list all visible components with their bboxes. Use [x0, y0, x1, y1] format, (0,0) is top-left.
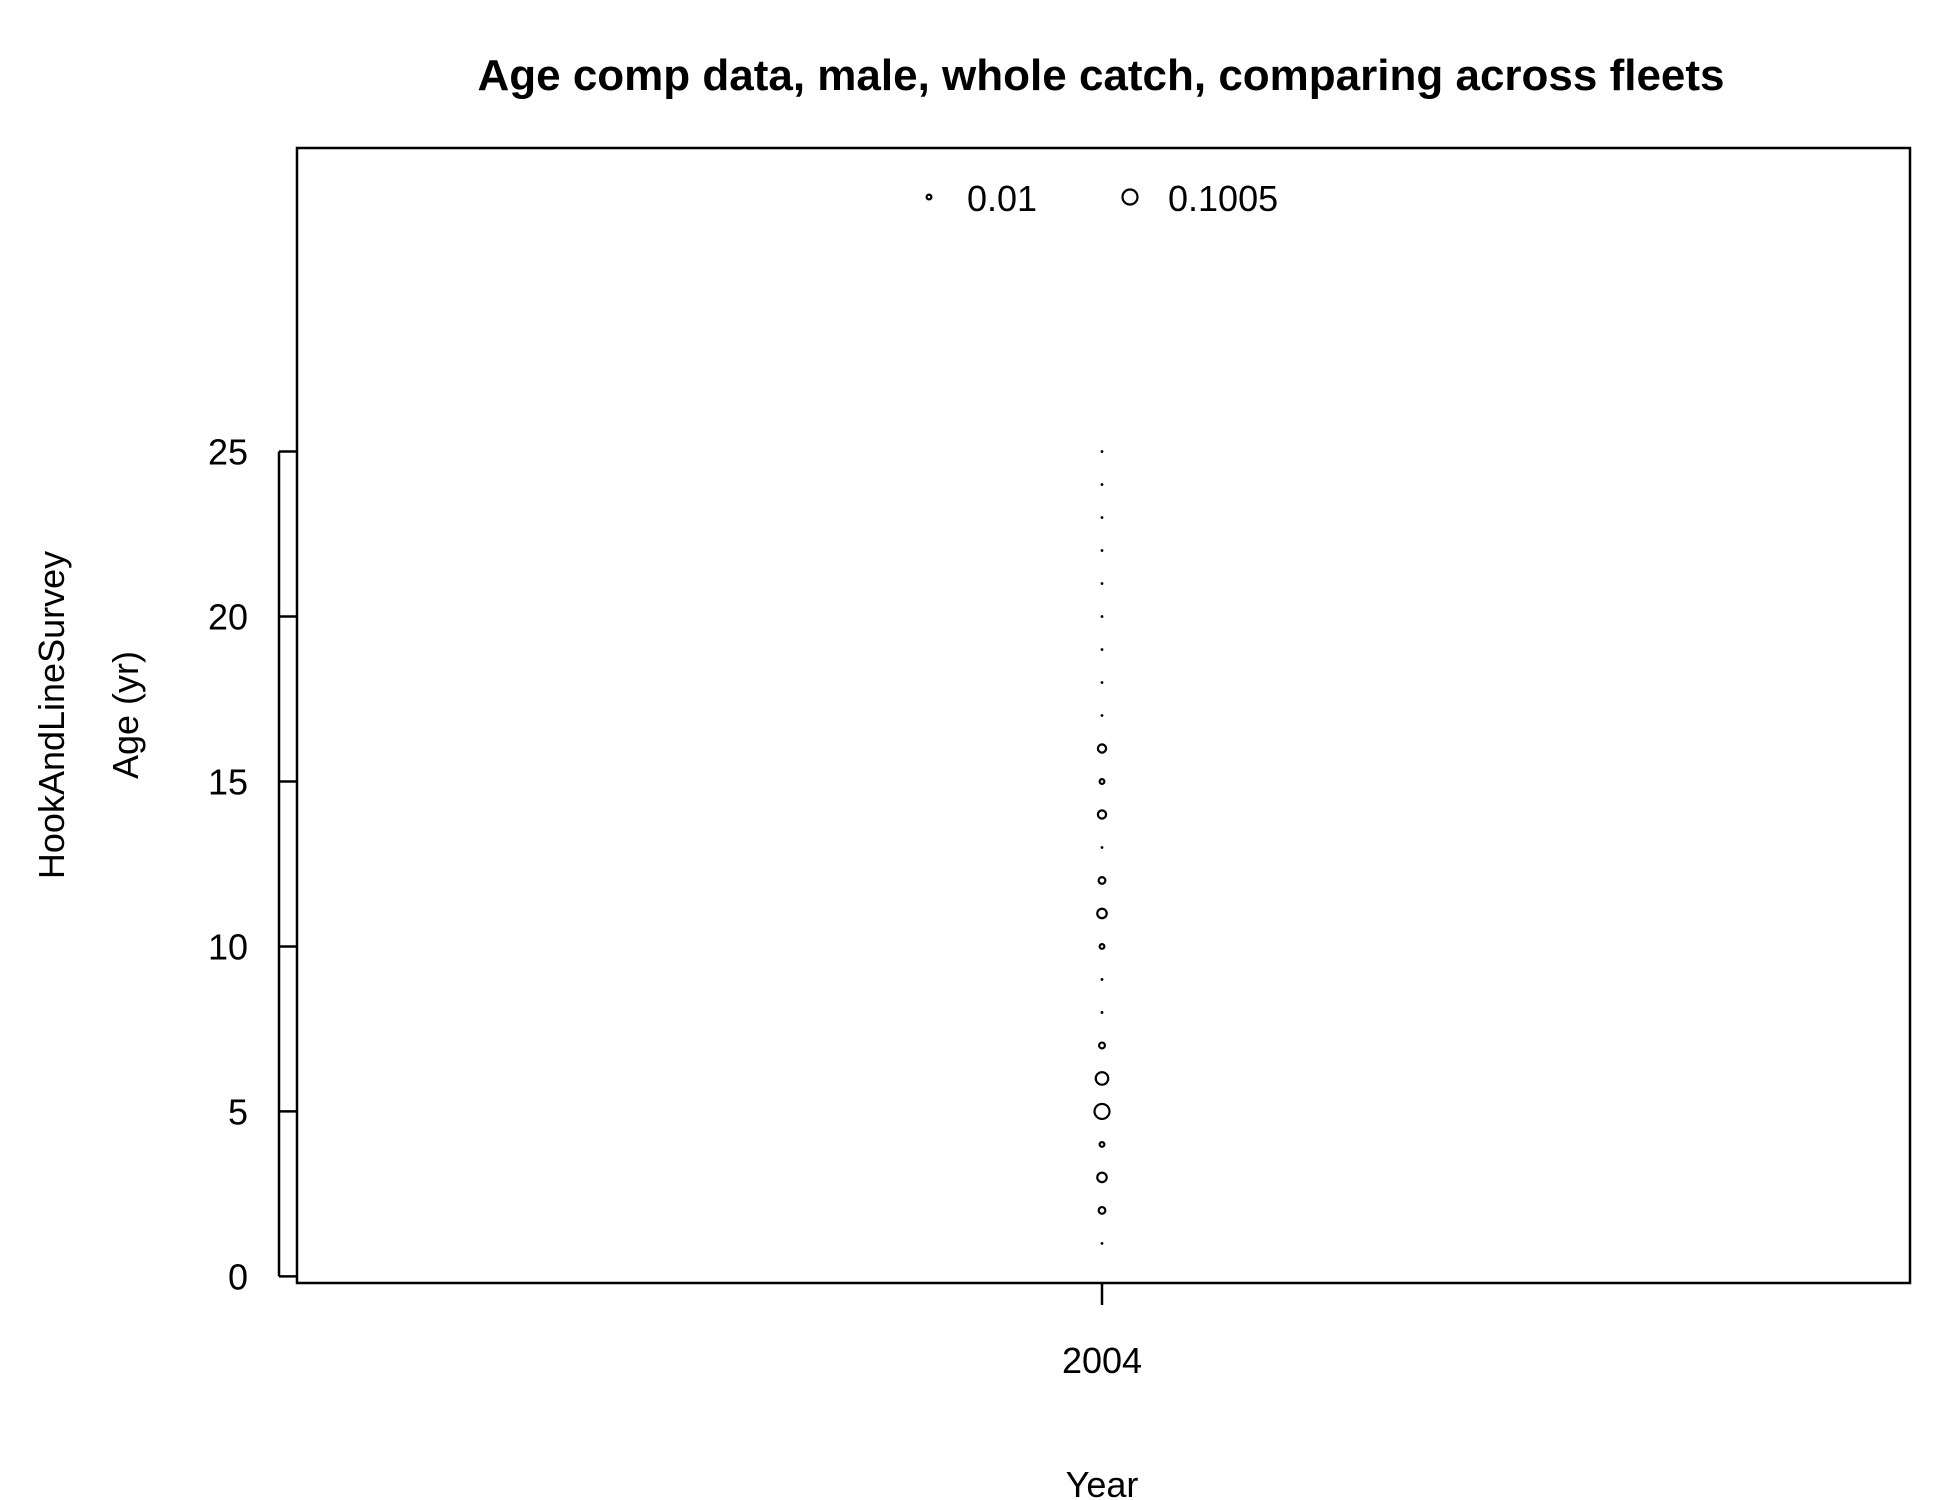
plot-frame [295, 146, 1912, 1285]
bubble-point [1097, 876, 1107, 885]
legend-label: 0.1005 [1168, 178, 1278, 219]
y-axis-panel-label: HookAndLineSurvey [31, 551, 72, 879]
bubble-point [1098, 778, 1106, 785]
bubble-point [1096, 1171, 1108, 1184]
bubble-point [1100, 681, 1104, 684]
y-axis-label: Age (yr) [105, 651, 146, 779]
y-tick-label: 25 [208, 432, 248, 473]
bubble-point [1100, 978, 1104, 981]
bubble-point [1098, 942, 1106, 950]
legend-bubble [925, 193, 933, 201]
bubble-point [1096, 809, 1108, 820]
y-tick-label: 10 [208, 926, 248, 967]
bubble-point [1100, 714, 1104, 717]
bubble-point [1100, 615, 1104, 618]
legend-label: 0.01 [967, 178, 1037, 219]
y-tick-label: 20 [208, 597, 248, 638]
x-axis: 2004 [1062, 1283, 1142, 1381]
legend: 0.01 0.1005 [925, 178, 1278, 219]
chart-title: Age comp data, male, whole catch, compar… [477, 51, 1724, 100]
bubble-point [1100, 1011, 1104, 1014]
bubble-point [1093, 1102, 1111, 1121]
bubble-point [1096, 907, 1108, 920]
bubble-point [1100, 582, 1104, 585]
bubble-point [1097, 1205, 1107, 1215]
bubble-point [1100, 549, 1104, 552]
bubble-point [1100, 483, 1104, 486]
legend-bubble [1121, 188, 1139, 206]
bubble-point [1100, 648, 1104, 651]
bubble-point [1096, 743, 1108, 754]
bubble-series [1093, 450, 1111, 1245]
y-axis: 0 5 10 15 20 25 [208, 432, 297, 1297]
y-tick-label: 0 [228, 1256, 248, 1297]
bubble-point [1100, 450, 1104, 453]
x-axis-label: Year [1066, 1464, 1139, 1500]
bubble-point [1100, 846, 1104, 849]
bubble-point [1100, 516, 1104, 519]
x-tick-label: 2004 [1062, 1340, 1142, 1381]
bubble-point [1100, 1242, 1104, 1245]
y-tick-label: 5 [228, 1091, 248, 1132]
bubble-point [1098, 1140, 1106, 1148]
bubble-point [1094, 1071, 1110, 1086]
y-tick-label: 15 [208, 761, 248, 802]
bubble-point [1098, 1041, 1106, 1050]
